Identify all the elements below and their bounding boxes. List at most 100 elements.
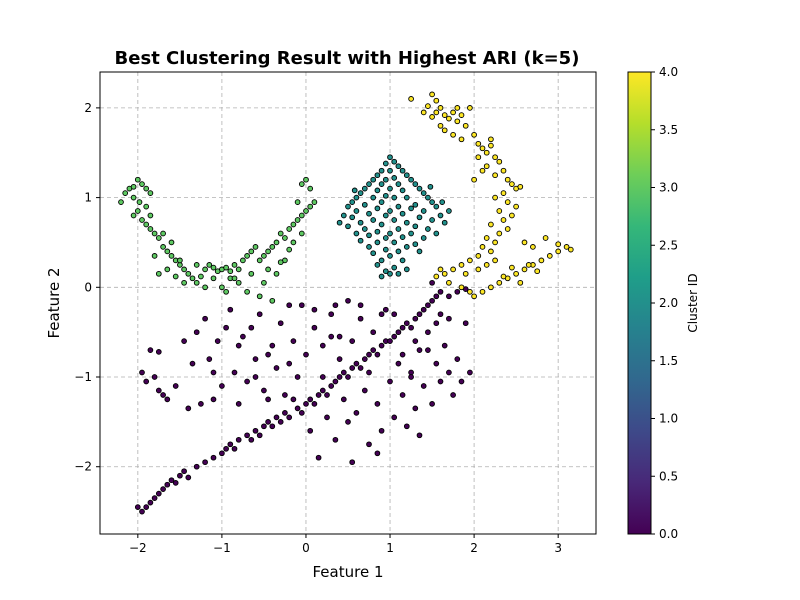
data-point-cluster-1 xyxy=(349,214,356,221)
data-point-cluster-1 xyxy=(429,199,435,205)
x-axis-ticks: −2 −1 0 1 2 3 xyxy=(129,534,562,555)
data-point-cluster-0 xyxy=(332,378,339,385)
data-point-cluster-1 xyxy=(425,226,431,232)
data-point-cluster-4 xyxy=(496,208,503,214)
data-point-cluster-0 xyxy=(349,338,356,344)
data-point-cluster-2 xyxy=(160,244,166,250)
data-point-cluster-2 xyxy=(172,273,179,280)
data-point-cluster-0 xyxy=(227,306,234,313)
data-point-cluster-0 xyxy=(395,360,402,367)
data-point-cluster-0 xyxy=(425,347,431,353)
data-point-cluster-1 xyxy=(336,219,343,226)
data-point-cluster-0 xyxy=(248,436,255,443)
data-point-cluster-0 xyxy=(332,302,339,309)
data-point-cluster-2 xyxy=(193,279,200,286)
data-point-cluster-4 xyxy=(492,172,498,179)
data-point-cluster-0 xyxy=(403,320,410,327)
data-point-cluster-0 xyxy=(273,365,280,371)
data-point-cluster-1 xyxy=(374,187,381,194)
data-point-cluster-2 xyxy=(298,212,305,219)
data-point-cluster-0 xyxy=(366,351,372,358)
colorbar-tick-label: 4.0 xyxy=(659,65,678,79)
data-point-cluster-0 xyxy=(425,329,431,336)
data-point-cluster-2 xyxy=(231,275,238,282)
data-point-cluster-0 xyxy=(353,360,360,367)
data-point-cluster-0 xyxy=(231,445,238,452)
data-point-cluster-2 xyxy=(130,194,137,201)
data-point-cluster-2 xyxy=(290,221,297,228)
data-point-cluster-1 xyxy=(382,235,389,241)
data-point-cluster-4 xyxy=(555,241,562,248)
data-point-cluster-1 xyxy=(412,201,419,208)
data-point-cluster-1 xyxy=(387,167,393,174)
data-point-cluster-0 xyxy=(193,329,200,336)
data-point-cluster-4 xyxy=(500,217,507,223)
data-point-cluster-2 xyxy=(151,253,158,259)
data-point-cluster-4 xyxy=(504,176,511,183)
data-point-cluster-0 xyxy=(223,445,229,452)
data-point-cluster-4 xyxy=(454,105,461,111)
data-point-cluster-1 xyxy=(387,154,393,161)
data-point-cluster-0 xyxy=(433,360,440,367)
data-point-cluster-4 xyxy=(492,194,498,201)
data-point-cluster-4 xyxy=(475,253,482,259)
data-point-cluster-4 xyxy=(492,239,498,246)
data-point-cluster-4 xyxy=(454,118,461,125)
data-point-cluster-1 xyxy=(370,250,377,257)
data-point-cluster-2 xyxy=(164,266,171,273)
data-point-cluster-1 xyxy=(374,262,381,268)
data-point-cluster-0 xyxy=(336,374,343,380)
data-point-cluster-0 xyxy=(198,401,204,407)
data-point-cluster-4 xyxy=(475,140,482,147)
data-point-cluster-4 xyxy=(567,246,574,253)
data-point-cluster-2 xyxy=(235,266,242,273)
data-point-cluster-4 xyxy=(496,158,503,165)
data-point-cluster-4 xyxy=(517,279,524,286)
data-point-cluster-0 xyxy=(328,311,335,318)
data-point-cluster-2 xyxy=(139,217,145,223)
data-point-cluster-4 xyxy=(479,244,486,250)
data-point-cluster-2 xyxy=(168,239,175,246)
data-point-cluster-2 xyxy=(303,176,309,183)
data-point-cluster-0 xyxy=(429,401,435,407)
data-point-cluster-2 xyxy=(134,208,141,214)
data-point-cluster-0 xyxy=(412,338,419,344)
colorbar-tick-label: 0.5 xyxy=(659,469,678,483)
data-point-cluster-0 xyxy=(298,410,305,416)
data-point-cluster-1 xyxy=(446,208,452,214)
data-point-cluster-4 xyxy=(513,203,519,210)
data-point-cluster-2 xyxy=(185,270,192,277)
data-point-cluster-1 xyxy=(420,235,427,241)
data-point-cluster-2 xyxy=(248,248,255,255)
data-point-cluster-0 xyxy=(378,427,385,434)
scatter-points xyxy=(118,91,574,515)
data-point-cluster-2 xyxy=(294,199,301,205)
x-tick-label: −1 xyxy=(213,541,231,555)
data-point-cluster-0 xyxy=(235,342,242,349)
data-point-cluster-1 xyxy=(395,270,402,277)
data-point-cluster-2 xyxy=(202,266,208,273)
data-point-cluster-4 xyxy=(441,270,448,277)
data-point-cluster-0 xyxy=(408,324,414,331)
data-point-cluster-0 xyxy=(231,369,238,376)
data-point-cluster-4 xyxy=(441,112,448,118)
data-point-cluster-4 xyxy=(496,230,503,237)
colorbar-tick-label: 1.0 xyxy=(659,412,678,426)
data-point-cluster-0 xyxy=(303,351,309,358)
data-point-cluster-0 xyxy=(210,454,217,461)
data-point-cluster-4 xyxy=(509,264,515,271)
data-point-cluster-1 xyxy=(378,257,385,264)
data-point-cluster-1 xyxy=(378,181,385,187)
data-point-cluster-0 xyxy=(311,401,318,407)
data-point-cluster-1 xyxy=(366,244,372,250)
data-point-cluster-4 xyxy=(563,244,570,250)
data-point-cluster-2 xyxy=(265,266,271,273)
data-point-cluster-0 xyxy=(324,414,330,421)
data-point-cluster-1 xyxy=(391,158,398,165)
data-point-cluster-4 xyxy=(521,239,528,246)
data-point-cluster-4 xyxy=(500,190,507,196)
data-point-cluster-1 xyxy=(366,232,372,239)
data-point-cluster-4 xyxy=(479,167,486,174)
